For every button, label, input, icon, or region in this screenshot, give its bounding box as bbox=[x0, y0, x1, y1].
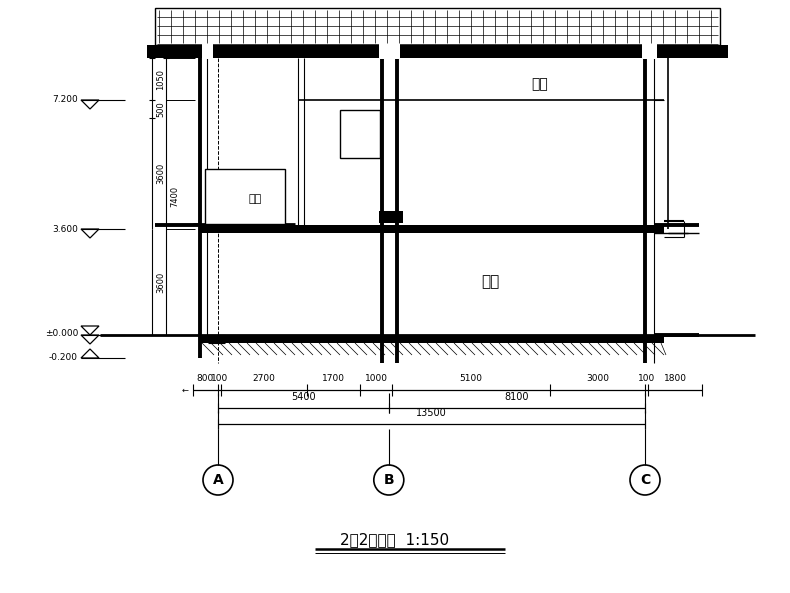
Text: 3600: 3600 bbox=[156, 272, 165, 292]
Bar bbox=[200, 335, 664, 343]
Text: 1800: 1800 bbox=[664, 374, 687, 383]
Bar bbox=[205, 169, 285, 224]
Text: 大堂: 大堂 bbox=[481, 275, 499, 289]
Text: 7400: 7400 bbox=[170, 186, 179, 207]
Text: 800: 800 bbox=[197, 374, 214, 383]
Bar bbox=[202, 44, 213, 59]
Text: 露台: 露台 bbox=[248, 194, 261, 204]
Text: ←: ← bbox=[182, 385, 189, 394]
Text: 100: 100 bbox=[211, 374, 228, 383]
Text: 2－2剪面图  1:150: 2－2剪面图 1:150 bbox=[340, 533, 450, 547]
Text: A: A bbox=[213, 473, 224, 487]
Bar bbox=[200, 225, 664, 233]
Text: 8100: 8100 bbox=[505, 392, 529, 402]
Bar bbox=[147, 45, 728, 58]
Bar bbox=[642, 44, 657, 59]
Text: 3000: 3000 bbox=[586, 374, 609, 383]
Text: 7.200: 7.200 bbox=[52, 95, 78, 104]
Text: 1000: 1000 bbox=[365, 374, 388, 383]
Text: 1700: 1700 bbox=[322, 374, 345, 383]
Bar bbox=[155, 8, 720, 45]
Text: 2700: 2700 bbox=[253, 374, 275, 383]
Text: 100: 100 bbox=[638, 374, 655, 383]
Text: 5400: 5400 bbox=[291, 392, 316, 402]
Text: 3600: 3600 bbox=[156, 163, 165, 184]
Text: 20: 20 bbox=[228, 334, 239, 343]
Text: -0.200: -0.200 bbox=[49, 353, 78, 362]
Text: ±0.000: ±0.000 bbox=[44, 329, 78, 337]
Text: 露台: 露台 bbox=[532, 77, 548, 91]
Text: 3.600: 3.600 bbox=[52, 225, 78, 234]
Bar bbox=[200, 343, 664, 358]
Bar bbox=[379, 44, 400, 59]
Bar bbox=[340, 110, 380, 158]
Text: 1050: 1050 bbox=[156, 69, 165, 90]
Text: 13500: 13500 bbox=[416, 408, 447, 418]
Bar bbox=[379, 211, 403, 223]
Text: B: B bbox=[383, 473, 394, 487]
Text: 5100: 5100 bbox=[460, 374, 483, 383]
Text: 500: 500 bbox=[156, 101, 165, 117]
Text: C: C bbox=[640, 473, 650, 487]
